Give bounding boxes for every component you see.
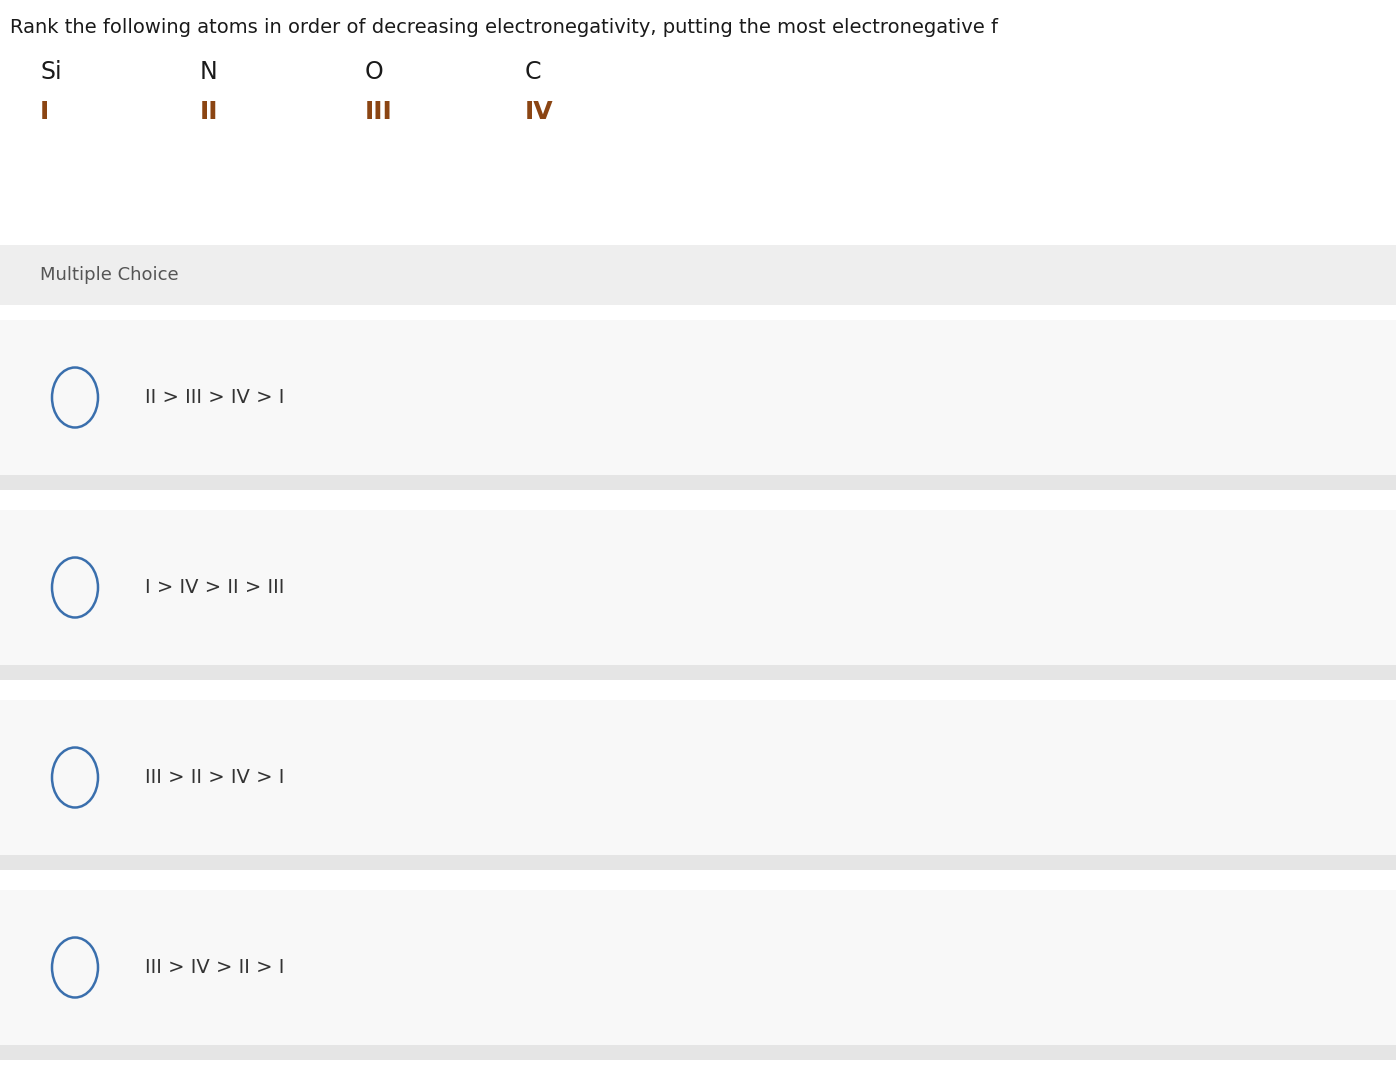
Text: Si: Si	[40, 60, 61, 84]
Text: II: II	[200, 100, 219, 124]
Text: II > III > IV > I: II > III > IV > I	[145, 388, 285, 407]
Bar	[0, 475, 1396, 490]
Text: I: I	[40, 100, 49, 124]
Text: IV: IV	[525, 100, 554, 124]
Bar	[0, 511, 1396, 665]
Text: I > IV > II > III: I > IV > II > III	[145, 578, 285, 597]
Text: O: O	[364, 60, 384, 84]
Bar	[0, 245, 1396, 305]
Text: III > II > IV > I: III > II > IV > I	[145, 768, 285, 787]
Text: Rank the following atoms in order of decreasing electronegativity, putting the m: Rank the following atoms in order of dec…	[10, 18, 998, 37]
Bar	[0, 855, 1396, 870]
Bar	[0, 665, 1396, 680]
Text: III > IV > II > I: III > IV > II > I	[145, 958, 285, 977]
Text: III: III	[364, 100, 392, 124]
Text: Multiple Choice: Multiple Choice	[40, 266, 179, 284]
Bar	[0, 1045, 1396, 1061]
Bar	[0, 890, 1396, 1045]
Text: C: C	[525, 60, 542, 84]
Text: N: N	[200, 60, 218, 84]
Bar	[0, 700, 1396, 855]
Bar	[0, 320, 1396, 475]
